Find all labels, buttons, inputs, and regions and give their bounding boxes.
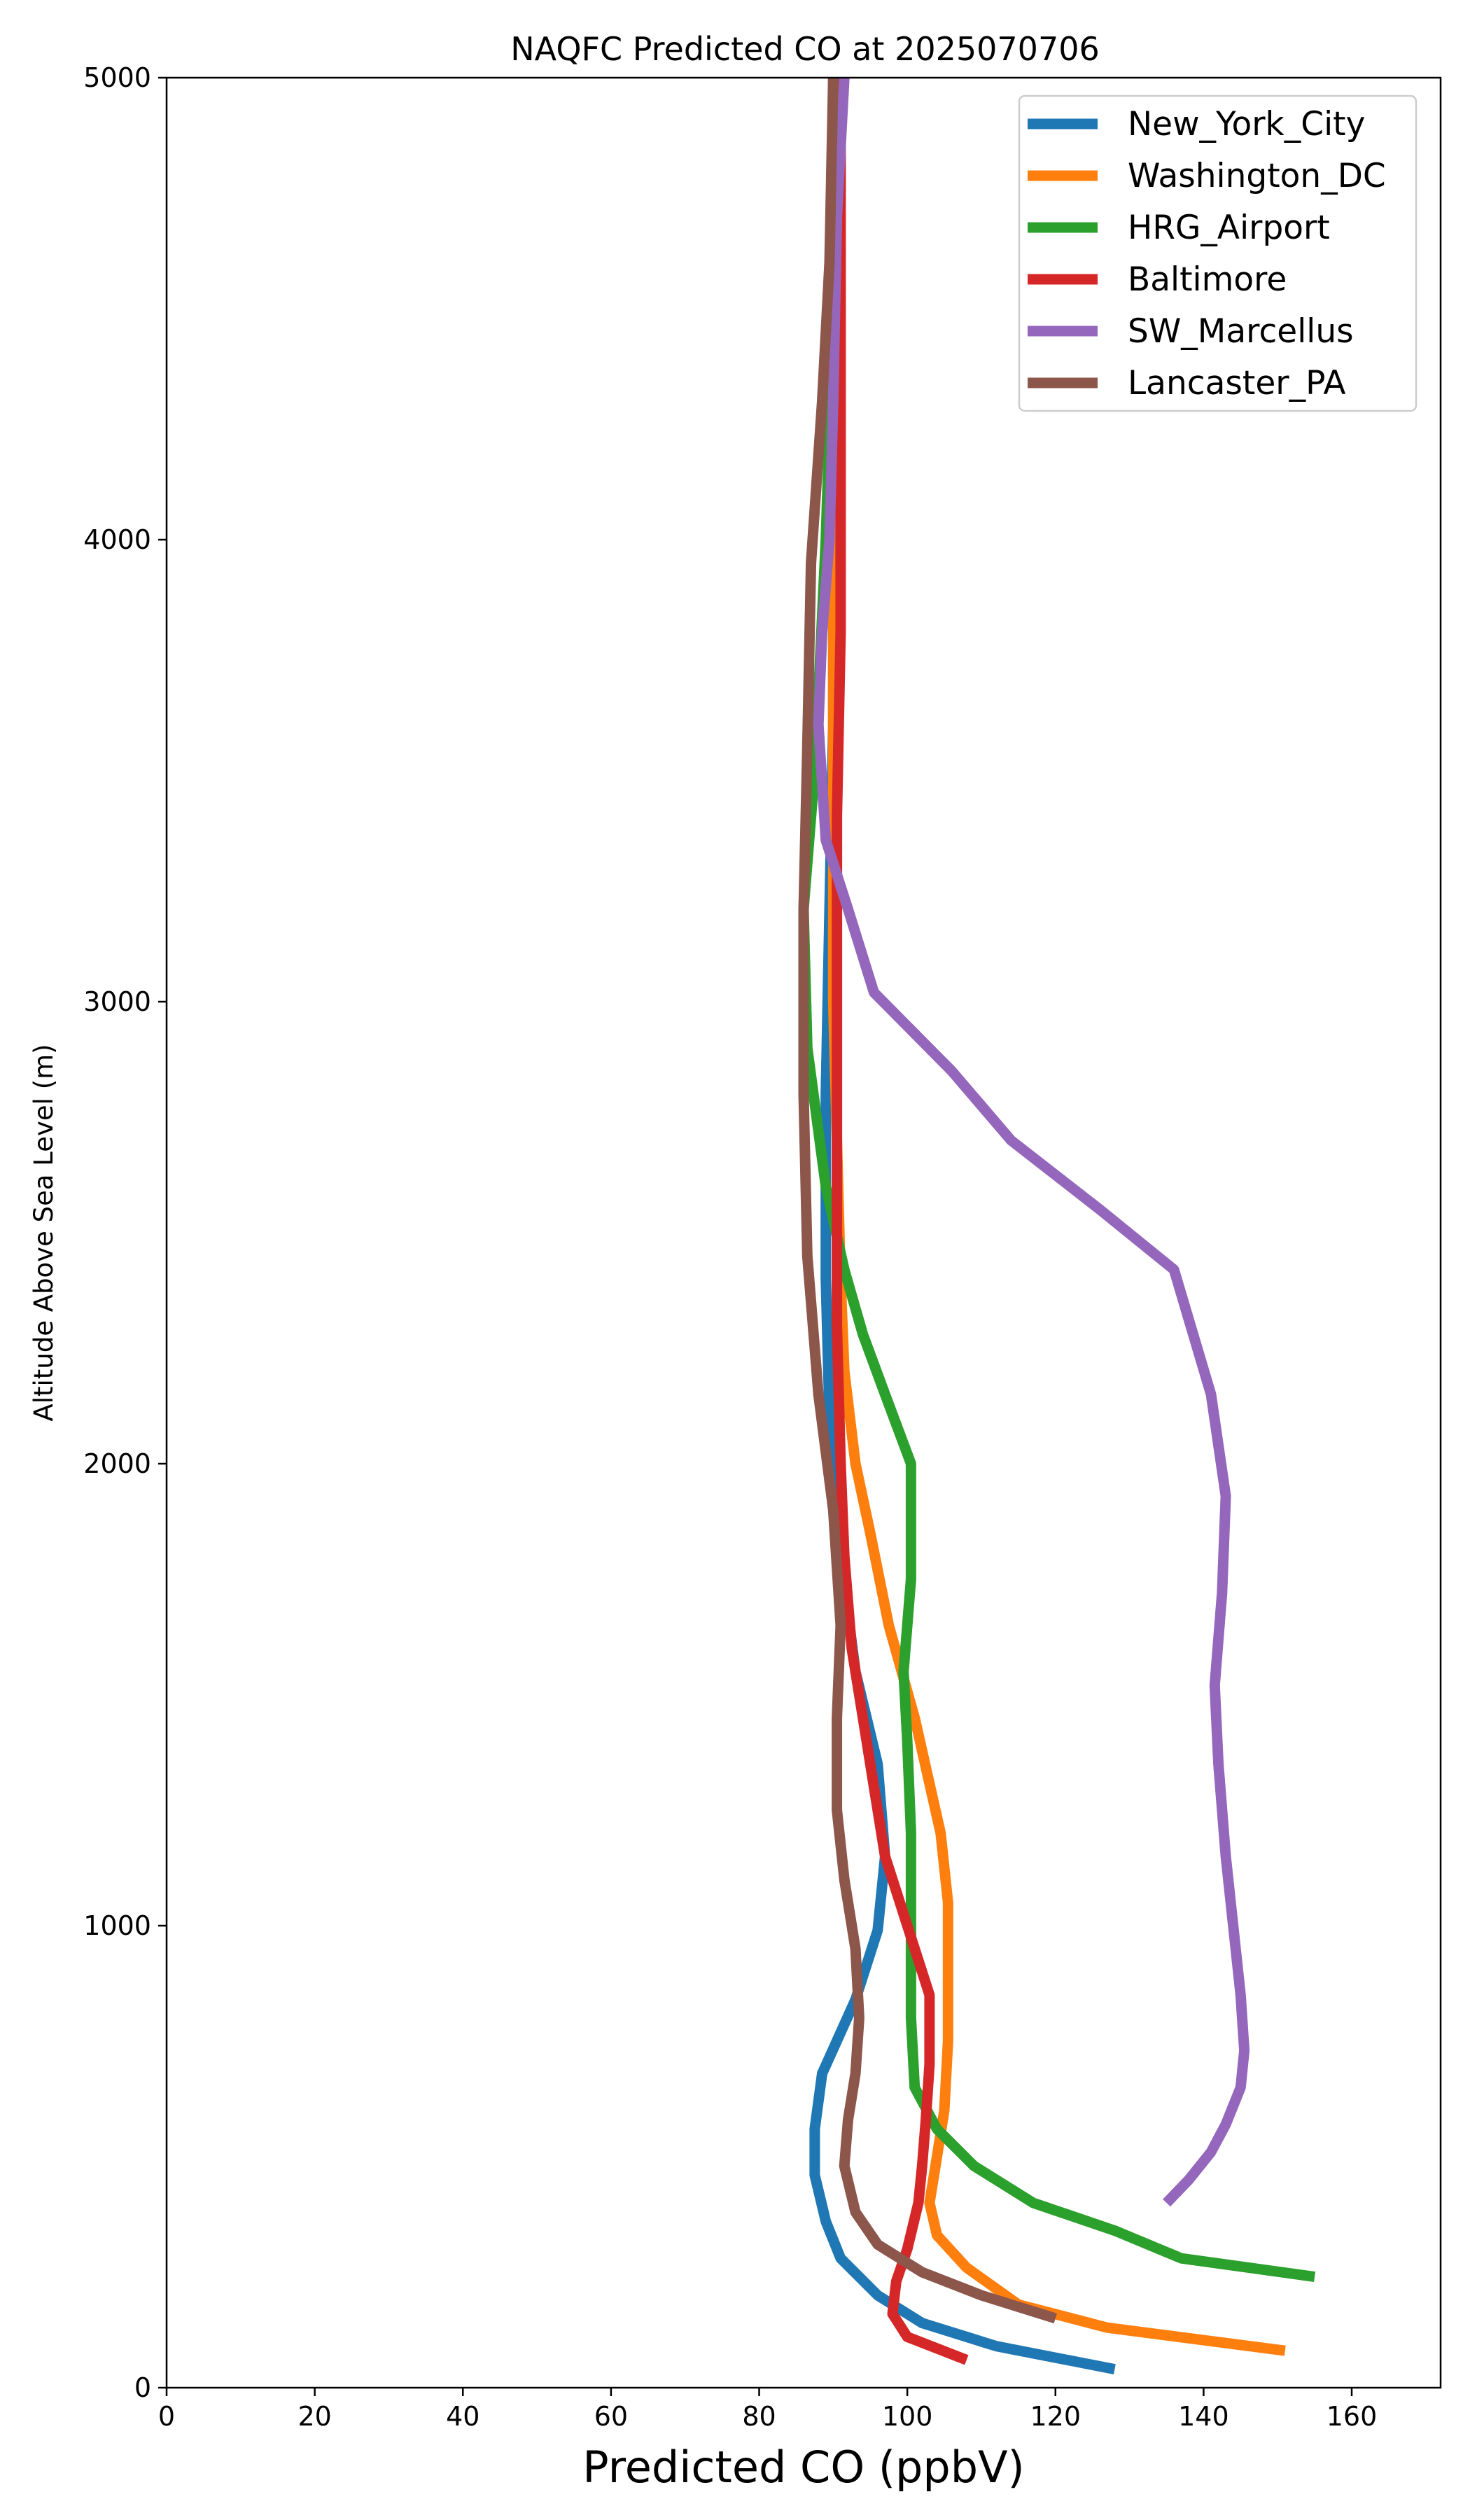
y-tick-label: 4000 — [83, 524, 151, 555]
legend: New_York_City Washington_DC HRG_Airport Bal… — [1018, 94, 1418, 412]
y-tick-label: 5000 — [83, 62, 151, 93]
legend-label: HRG_Airport — [1128, 209, 1330, 247]
series-line-baltimore — [832, 78, 969, 2365]
y-axis: 0 1000 2000 3000 4000 5000 — [83, 62, 167, 2403]
legend-label: Baltimore — [1128, 260, 1287, 299]
x-tick-label: 0 — [158, 2401, 175, 2432]
x-tick-label: 120 — [1030, 2401, 1082, 2432]
series-line-sw-marcellus — [813, 78, 1250, 2207]
legend-label: SW_Marcellus — [1128, 312, 1354, 351]
y-tick-label: 3000 — [83, 986, 151, 1017]
plot-frame — [165, 76, 1442, 2389]
y-tick-label: 1000 — [83, 1910, 151, 1941]
x-tick-label: 20 — [298, 2401, 331, 2432]
x-axis-label: Predicted CO (ppbV) — [582, 2442, 1024, 2493]
legend-label: New_York_City — [1128, 105, 1365, 144]
series-line-lancaster-pa — [798, 78, 1058, 2324]
legend-box — [1018, 94, 1418, 412]
x-tick-label: 80 — [742, 2401, 776, 2432]
legend-label: Washington_DC — [1128, 157, 1386, 195]
x-tick-label: 140 — [1178, 2401, 1229, 2432]
x-tick-label: 100 — [882, 2401, 933, 2432]
x-axis: 0 20 40 60 80 100 120 140 160 — [158, 2388, 1377, 2432]
x-tick-label: 40 — [446, 2401, 479, 2432]
y-tick-label: 2000 — [83, 1448, 151, 1479]
x-tick-label: 160 — [1326, 2401, 1378, 2432]
y-axis-label: Altitude Above Sea Level (m) — [29, 1044, 59, 1421]
legend-label: Lancaster_PA — [1128, 364, 1346, 402]
x-tick-label: 60 — [594, 2401, 628, 2432]
chart-title: NAQFC Predicted CO at 2025070706 — [510, 30, 1100, 68]
series-layer — [798, 78, 1316, 2374]
y-tick-label: 0 — [134, 2372, 151, 2403]
